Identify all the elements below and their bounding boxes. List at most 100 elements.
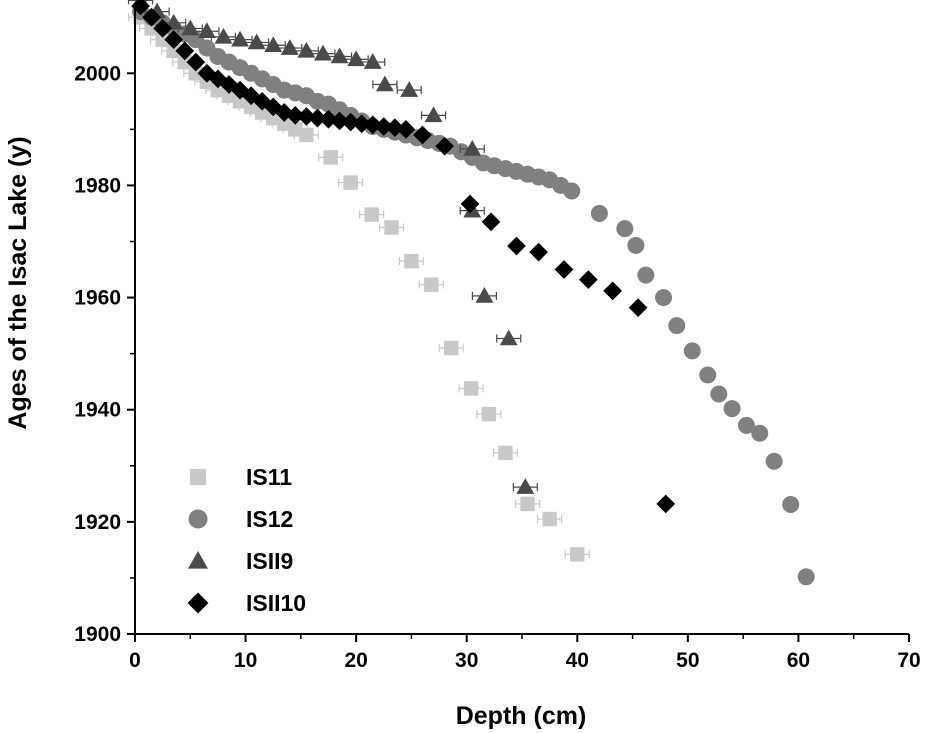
legend-marker-isii9 <box>188 551 208 569</box>
data-point-is11 <box>155 32 170 47</box>
data-point-isii9 <box>363 53 382 69</box>
data-point-is12 <box>737 416 755 434</box>
data-point-is11 <box>404 253 419 269</box>
legend-item-isii10: ISII10 <box>187 590 306 616</box>
data-point-isii9 <box>231 30 249 47</box>
data-point-is12 <box>699 366 717 384</box>
data-point-is11 <box>520 496 535 512</box>
data-point-isii9 <box>375 75 394 92</box>
x-tick-label: 40 <box>566 649 589 672</box>
y-tick-label: 1900 <box>74 623 121 646</box>
legend-label: ISII10 <box>246 590 306 616</box>
data-point-isii10 <box>554 260 574 279</box>
data-point-isii10 <box>374 117 394 136</box>
data-point-is12 <box>710 385 728 403</box>
data-point-is12 <box>765 452 783 470</box>
data-point-isii10 <box>330 111 349 131</box>
data-point-is11 <box>323 150 338 165</box>
y-tick-label: 1960 <box>74 287 121 310</box>
y-tick-label: 2000 <box>74 62 121 85</box>
data-point-is11 <box>481 406 497 422</box>
data-point-isii9 <box>314 44 332 61</box>
x-tick-label: 10 <box>234 649 257 672</box>
data-point-isii9 <box>247 33 266 50</box>
data-point-is11 <box>177 54 192 70</box>
data-point-isii9 <box>214 27 233 44</box>
data-point-isii10 <box>413 125 432 145</box>
data-point-is11 <box>542 511 557 527</box>
data-point-isii9 <box>330 47 349 64</box>
data-point-isii10 <box>297 107 316 126</box>
data-point-isii10 <box>603 281 623 301</box>
data-point-isii9 <box>516 478 535 494</box>
ticks-layer: 0 10 20 30 40 50 60 70 1900 1920 1940 1960 1980 2000 <box>74 62 920 672</box>
legend: IS11 IS12 ISII9 ISII10 <box>187 464 306 616</box>
y-tick-label: 1980 <box>74 174 121 197</box>
series-isii10 <box>131 0 676 514</box>
legend-label: ISII9 <box>246 548 293 574</box>
data-point-isii10 <box>285 105 305 125</box>
data-point-is12 <box>563 182 581 200</box>
data-point-is12 <box>627 236 645 254</box>
data-point-is11 <box>210 82 226 98</box>
y-tick-label: 1920 <box>74 511 121 534</box>
data-point-is11 <box>384 220 399 235</box>
data-point-is11 <box>232 94 248 109</box>
data-point-isii9 <box>499 329 518 346</box>
data-point-is12 <box>797 568 815 586</box>
data-point-is12 <box>723 400 741 418</box>
data-point-isii9 <box>347 50 366 67</box>
x-axis-title: Depth (cm) <box>456 702 587 730</box>
data-point-isii10 <box>460 194 480 214</box>
data-point-is11 <box>444 340 459 356</box>
data-point-isii9 <box>280 39 299 55</box>
data-point-is11 <box>424 277 439 292</box>
data-point-isii10 <box>656 494 676 514</box>
data-point-isii10 <box>481 212 501 232</box>
data-point-isii9 <box>424 106 443 123</box>
data-point-is12 <box>616 220 634 238</box>
series-isii9 <box>127 0 538 494</box>
data-point-is11 <box>463 381 479 396</box>
data-point-is12 <box>655 289 673 307</box>
legend-label: IS11 <box>246 464 292 490</box>
data-point-is11 <box>254 105 270 120</box>
data-point-is12 <box>637 266 655 284</box>
data-point-isii10 <box>396 120 416 139</box>
legend-item-is11: IS11 <box>189 464 292 490</box>
data-point-isii10 <box>319 109 338 129</box>
data-point-is12 <box>782 495 800 513</box>
legend-marker-isii10 <box>187 592 209 614</box>
legend-item-isii9: ISII9 <box>188 548 293 574</box>
x-tick-label: 0 <box>129 649 141 672</box>
data-point-is12 <box>751 424 769 442</box>
data-point-isii10 <box>142 7 161 27</box>
data-point-is12 <box>590 204 608 222</box>
data-point-isii10 <box>628 298 648 318</box>
data-point-isii10 <box>341 112 360 132</box>
data-point-is11 <box>277 116 292 131</box>
data-point-isii10 <box>363 115 383 135</box>
data-point-isii10 <box>164 30 184 49</box>
data-point-is11 <box>166 43 181 59</box>
data-point-is11 <box>188 66 204 81</box>
x-tick-label: 70 <box>897 649 920 672</box>
x-tick-label: 50 <box>676 649 699 672</box>
y-axis-title: Ages of the Isac Lake (y) <box>4 136 32 429</box>
data-point-isii10 <box>186 52 206 72</box>
legend-marker-is11 <box>189 468 207 486</box>
data-point-is12 <box>668 317 686 335</box>
data-point-isii9 <box>297 41 316 58</box>
data-point-is11 <box>288 122 303 137</box>
x-tick-label: 60 <box>787 649 810 672</box>
data-point-isii9 <box>264 36 283 53</box>
data-point-isii10 <box>529 242 548 262</box>
data-point-is11 <box>221 88 237 103</box>
data-point-isii10 <box>507 236 526 256</box>
x-tick-label: 30 <box>455 649 478 672</box>
data-point-isii10 <box>385 118 405 138</box>
series-is11 <box>127 9 590 562</box>
data-point-isii10 <box>252 91 272 111</box>
legend-label: IS12 <box>246 506 293 532</box>
